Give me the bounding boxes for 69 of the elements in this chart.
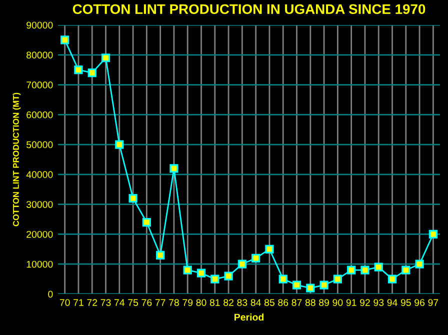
point <box>415 260 424 268</box>
y-tick-label: 80000 <box>26 52 53 59</box>
x-tick-label: 92 <box>360 299 370 306</box>
y-tick-label: 40000 <box>26 171 53 178</box>
x-tick-label: 96 <box>414 299 425 306</box>
point <box>278 274 288 284</box>
x-tick-label: 81 <box>210 299 220 306</box>
point <box>265 244 274 254</box>
y-tick-label: 60000 <box>26 111 53 118</box>
x-tick-label: 76 <box>142 299 152 306</box>
y-tick-label: 20000 <box>26 230 53 238</box>
x-tick-label: 97 <box>428 299 438 306</box>
x-tick-label: 70 <box>60 299 70 306</box>
point <box>128 194 138 203</box>
point <box>183 266 192 274</box>
x-tick-label: 77 <box>155 299 166 306</box>
point <box>360 266 370 274</box>
point <box>347 266 356 274</box>
x-tick-label: 90 <box>332 299 343 306</box>
x-tick-label: 82 <box>224 299 234 306</box>
point <box>170 164 178 173</box>
point <box>238 260 246 268</box>
x-tick-label: 71 <box>74 299 84 306</box>
point <box>402 266 410 274</box>
point <box>320 280 328 290</box>
point <box>374 262 383 272</box>
x-tick-label: 85 <box>264 299 274 306</box>
x-axis-title: Period <box>234 313 264 321</box>
point <box>88 68 96 78</box>
chart-title: COTTON LINT PRODUCTION IN UGANDA SINCE 1970 <box>72 4 426 14</box>
x-tick-label: 89 <box>319 299 329 306</box>
x-tick-label: 83 <box>237 299 248 306</box>
x-tick-label: 93 <box>374 299 384 306</box>
y-axis-title: COTTON LINT PRODUCTION (MT) <box>12 92 21 226</box>
x-tick-label: 95 <box>400 299 411 306</box>
x-tick-label: 94 <box>387 299 398 306</box>
x-tick-label: 84 <box>250 299 261 306</box>
x-tick-label: 74 <box>114 299 125 306</box>
point <box>74 66 83 74</box>
point <box>210 274 220 284</box>
point <box>333 274 342 284</box>
y-tick-label: 90000 <box>26 22 53 29</box>
x-tick-label: 72 <box>87 299 98 306</box>
x-tick-label: 75 <box>128 299 138 306</box>
x-tick-label: 86 <box>278 299 288 306</box>
x-tick-label: 73 <box>100 299 111 306</box>
point <box>60 36 70 44</box>
x-tick-label: 88 <box>305 299 316 306</box>
point <box>252 254 260 262</box>
point <box>224 272 233 280</box>
y-tick-label: 70000 <box>26 82 53 88</box>
point <box>292 280 302 290</box>
x-tick-label: 80 <box>196 299 206 306</box>
x-tick-label: 87 <box>292 299 302 306</box>
y-tick-label: 0 <box>48 290 53 298</box>
x-tick-label: 79 <box>182 299 193 306</box>
point <box>101 54 110 62</box>
x-tick-label: 78 <box>169 299 179 306</box>
point <box>388 274 397 284</box>
point <box>428 230 438 239</box>
point <box>306 284 315 292</box>
point <box>196 268 206 278</box>
y-tick-label: 30000 <box>26 201 53 208</box>
y-tick-label: 50000 <box>26 141 53 148</box>
point <box>115 140 124 149</box>
y-tick-label: 10000 <box>26 260 53 268</box>
point <box>156 250 165 260</box>
point <box>142 218 151 227</box>
x-tick-label: 91 <box>346 299 356 306</box>
